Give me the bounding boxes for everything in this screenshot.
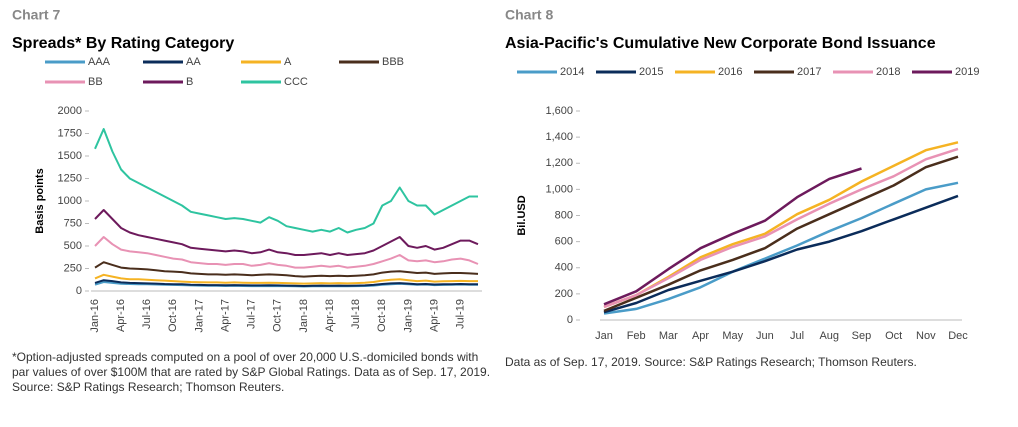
y-tick-label: 1750: [58, 127, 82, 139]
series-line: [603, 194, 959, 314]
y-tick-label: 2000: [58, 105, 82, 117]
legend-label: CCC: [284, 76, 308, 88]
x-tick-label: Oct-18: [376, 299, 388, 332]
y-tick-label: 750: [64, 217, 82, 229]
y-tick-label: 1,400: [545, 131, 573, 143]
y-tick-label: 400: [555, 262, 573, 274]
y-axis-title: Bil.USD: [516, 195, 528, 235]
x-tick-label: Nov: [916, 330, 936, 342]
y-tick-label: 800: [555, 209, 573, 221]
legend-label: 2014: [560, 66, 584, 78]
x-tick-label: Jun: [756, 330, 774, 342]
series-line: [94, 273, 478, 285]
legend-label: 2015: [639, 66, 663, 78]
legend-label: BBB: [382, 56, 404, 68]
y-tick-label: 600: [555, 236, 573, 248]
legend-label: A: [284, 56, 292, 68]
x-tick-label: Jul-19: [454, 299, 466, 329]
y-tick-label: 1,200: [545, 157, 573, 169]
y-tick-label: 1,000: [545, 183, 573, 195]
x-tick-label: Jul: [790, 330, 804, 342]
series-line: [603, 155, 959, 313]
y-tick-label: 0: [567, 314, 573, 326]
chart-title: Asia-Pacific's Cumulative New Corporate …: [505, 35, 936, 52]
chart-note: Data as of Sep. 17, 2019. Source: S&P Ra…: [505, 355, 917, 369]
legend-label: 2016: [718, 66, 742, 78]
x-tick-label: Apr-16: [115, 299, 127, 332]
x-tick-label: Feb: [627, 330, 646, 342]
series-line: [94, 236, 479, 269]
legend-label: 2018: [876, 66, 900, 78]
x-tick-label: Sep: [852, 330, 872, 342]
x-tick-label: May: [722, 330, 743, 342]
legend-label: 2019: [955, 66, 979, 78]
x-tick-label: Jan-18: [298, 299, 310, 333]
legend-label: AAA: [88, 56, 111, 68]
x-tick-label: Dec: [948, 330, 968, 342]
series-line: [603, 141, 959, 309]
y-axis-title: Basis points: [34, 168, 46, 233]
y-tick-label: 200: [555, 288, 573, 300]
x-tick-label: Jul-18: [350, 299, 362, 329]
series-line: [603, 181, 959, 315]
y-tick-label: 1250: [58, 172, 82, 184]
x-tick-label: Jul-17: [246, 299, 258, 329]
x-tick-label: Aug: [819, 330, 839, 342]
legend-label: AA: [186, 56, 201, 68]
series-line: [94, 128, 478, 234]
x-tick-label: Jan: [595, 330, 613, 342]
x-tick-label: Oct-17: [272, 299, 284, 332]
x-tick-label: Oct: [885, 330, 902, 342]
chart-note: *Option-adjusted spreads computed on a p…: [12, 350, 491, 394]
chart-label: Chart 8: [505, 7, 553, 23]
x-tick-label: Jul-16: [141, 299, 153, 329]
y-tick-label: 250: [64, 262, 82, 274]
x-tick-label: Apr-19: [428, 299, 440, 332]
chart-title: Spreads* By Rating Category: [12, 35, 234, 52]
x-tick-label: Jan-16: [89, 299, 101, 333]
x-tick-label: Jan-17: [193, 299, 205, 333]
x-tick-label: Jan-19: [402, 299, 414, 333]
series-line: [94, 261, 479, 278]
series-line: [94, 209, 479, 256]
series-line: [603, 167, 862, 306]
x-tick-label: Mar: [659, 330, 678, 342]
series-line: [94, 279, 478, 287]
chart-label: Chart 7: [12, 7, 60, 23]
y-tick-label: 1000: [58, 195, 82, 207]
x-tick-label: Apr-18: [324, 299, 336, 332]
y-tick-label: 500: [64, 240, 82, 252]
y-tick-label: 1,600: [545, 105, 573, 117]
legend-label: B: [186, 76, 193, 88]
legend-label: 2017: [797, 66, 821, 78]
legend-label: BB: [88, 76, 103, 88]
x-tick-label: Oct-16: [167, 299, 179, 332]
x-tick-label: Apr-17: [219, 299, 231, 332]
x-tick-label: Apr: [692, 330, 709, 342]
series-line: [603, 147, 959, 309]
y-tick-label: 1500: [58, 150, 82, 162]
y-tick-label: 0: [76, 285, 82, 297]
